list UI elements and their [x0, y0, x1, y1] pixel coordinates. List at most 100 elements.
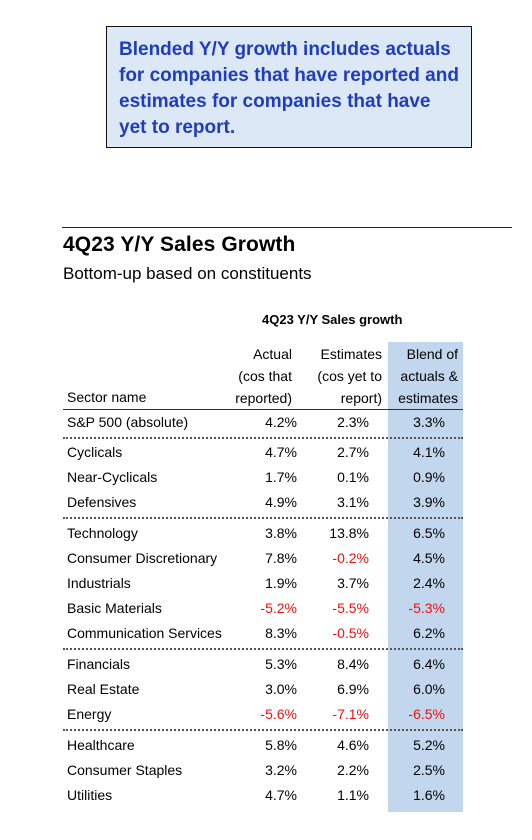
table-row: Technology 3.8% 13.8% 6.5% — [63, 521, 463, 546]
estimate-value: 8.4% — [337, 656, 369, 672]
header-estimates-line: report) — [340, 390, 382, 406]
table-row: Communication Services 8.3% -0.5% 6.2% — [63, 621, 463, 646]
callout-line: yet to report. — [119, 117, 236, 138]
table-row: Financials 5.3% 8.4% 6.4% — [63, 652, 463, 677]
sector-name: Defensives — [67, 494, 137, 510]
table-group-title: 4Q23 Y/Y Sales growth — [262, 312, 403, 327]
top-divider — [62, 227, 512, 228]
actual-value: 4.7% — [265, 787, 297, 803]
header-blend: Blend of actuals & estimates — [398, 343, 458, 409]
table-row: Utilities 4.7% 1.1% 1.6% — [63, 783, 463, 808]
blend-column-highlight — [388, 342, 463, 812]
table-row: Energy -5.6% -7.1% -6.5% — [63, 702, 463, 727]
table-row: Near-Cyclicals 1.7% 0.1% 0.9% — [63, 465, 463, 490]
header-actual-line: (cos that — [238, 368, 292, 384]
table-row: Basic Materials -5.2% -5.5% -5.3% — [63, 596, 463, 621]
callout-line: Blended Y/Y growth includes actuals — [119, 39, 451, 60]
estimate-value: -0.5% — [332, 625, 369, 641]
blend-value: 2.5% — [413, 762, 445, 778]
sector-name: Cyclicals — [67, 444, 123, 460]
actual-value: 5.3% — [265, 656, 297, 672]
blend-value: 3.3% — [413, 414, 445, 430]
estimate-value: 2.2% — [337, 762, 369, 778]
page-title: 4Q23 Y/Y Sales Growth — [63, 233, 296, 256]
sector-name: Utilities — [67, 787, 113, 803]
blend-value: 6.5% — [413, 525, 445, 541]
estimate-value: 0.1% — [337, 469, 369, 485]
estimate-value: 13.8% — [329, 525, 369, 541]
blend-value: 6.2% — [413, 625, 445, 641]
sector-name: Energy — [67, 706, 112, 722]
sector-name: Real Estate — [67, 681, 140, 697]
actual-value: 3.8% — [265, 525, 297, 541]
estimate-value: 2.7% — [337, 444, 369, 460]
table-row: Industrials 1.9% 3.7% 2.4% — [63, 571, 463, 596]
page-subtitle: Bottom-up based on constituents — [63, 264, 312, 283]
header-blend-line: estimates — [398, 390, 458, 406]
estimate-value: 2.3% — [337, 414, 369, 430]
sector-name: Basic Materials — [67, 600, 162, 616]
header-blend-line: Blend of — [406, 346, 458, 362]
blend-value: 4.5% — [413, 550, 445, 566]
estimate-value: 4.6% — [337, 737, 369, 753]
blend-value: 6.4% — [413, 656, 445, 672]
header-actual-line: Actual — [253, 346, 292, 362]
header-divider — [63, 409, 463, 410]
header-actual: Actual (cos that reported) — [235, 343, 292, 409]
header-blend-line: actuals & — [400, 368, 458, 384]
actual-value: 5.8% — [265, 737, 297, 753]
table-row: Cyclicals 4.7% 2.7% 4.1% — [63, 440, 463, 465]
blend-value: 3.9% — [413, 494, 445, 510]
estimate-value: 1.1% — [337, 787, 369, 803]
actual-value: -5.6% — [260, 706, 297, 722]
table-row: Healthcare 5.8% 4.6% 5.2% — [63, 733, 463, 758]
blend-value: 5.2% — [413, 737, 445, 753]
actual-value: 4.2% — [265, 414, 297, 430]
header-estimates-line: Estimates — [320, 346, 382, 362]
blend-value: 6.0% — [413, 681, 445, 697]
header-actual-line: reported) — [235, 390, 292, 406]
blend-value: 4.1% — [413, 444, 445, 460]
blend-value: 1.6% — [413, 787, 445, 803]
sector-name: Technology — [67, 525, 138, 541]
actual-value: 3.2% — [265, 762, 297, 778]
actual-value: 4.7% — [265, 444, 297, 460]
group-separator — [63, 729, 463, 731]
blend-value: -6.5% — [408, 706, 445, 722]
group-separator — [63, 648, 463, 650]
estimate-value: 3.1% — [337, 494, 369, 510]
sector-name: S&P 500 (absolute) — [67, 414, 189, 430]
blend-value: -5.3% — [408, 600, 445, 616]
sector-name: Communication Services — [67, 625, 222, 641]
sector-name: Industrials — [67, 575, 131, 591]
callout-line: for companies that have reported and — [119, 65, 459, 86]
estimate-value: -5.5% — [332, 600, 369, 616]
callout-box: Blended Y/Y growth includes actuals for … — [106, 26, 472, 148]
sector-name: Near-Cyclicals — [67, 469, 158, 485]
group-separator — [63, 517, 463, 519]
sector-name: Healthcare — [67, 737, 135, 753]
table-row: Real Estate 3.0% 6.9% 6.0% — [63, 677, 463, 702]
table-row: S&P 500 (absolute) 4.2% 2.3% 3.3% — [63, 410, 463, 435]
sector-name: Consumer Discretionary — [67, 550, 218, 566]
actual-value: -5.2% — [260, 600, 297, 616]
estimate-value: 6.9% — [337, 681, 369, 697]
table-row: Defensives 4.9% 3.1% 3.9% — [63, 490, 463, 515]
estimate-value: 3.7% — [337, 575, 369, 591]
actual-value: 1.7% — [265, 469, 297, 485]
header-estimates-line: (cos yet to — [317, 368, 382, 384]
header-estimates: Estimates (cos yet to report) — [317, 343, 382, 409]
callout-line: estimates for companies that have — [119, 91, 431, 112]
header-sector: Sector name — [67, 389, 147, 405]
group-separator — [63, 437, 463, 439]
blend-value: 2.4% — [413, 575, 445, 591]
estimate-value: -0.2% — [332, 550, 369, 566]
table-row: Consumer Staples 3.2% 2.2% 2.5% — [63, 758, 463, 783]
sector-name: Consumer Staples — [67, 762, 183, 778]
sector-name: Financials — [67, 656, 131, 672]
actual-value: 3.0% — [265, 681, 297, 697]
estimate-value: -7.1% — [332, 706, 369, 722]
table-row: Consumer Discretionary 7.8% -0.2% 4.5% — [63, 546, 463, 571]
blend-value: 0.9% — [413, 469, 445, 485]
actual-value: 7.8% — [265, 550, 297, 566]
